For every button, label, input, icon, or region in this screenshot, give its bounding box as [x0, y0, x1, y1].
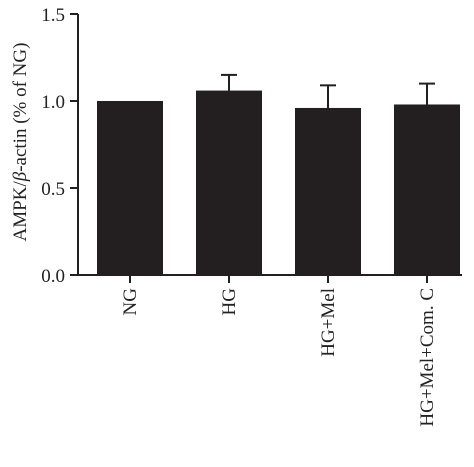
bar — [394, 104, 460, 275]
y-tick-label: 1.0 — [41, 92, 65, 113]
x-tick-label: HG+Mel+Com. C — [417, 288, 438, 427]
bar — [196, 90, 262, 275]
plot-area — [97, 73, 460, 276]
bar — [295, 107, 361, 276]
x-tick-label: HG+Mel — [318, 288, 339, 357]
y-axis: 0.0 0.5 1.0 1.5 — [41, 5, 79, 287]
y-tick-label: 0.0 — [41, 266, 65, 287]
x-tick-label: NG — [120, 288, 141, 316]
y-tick-label: 1.5 — [41, 5, 65, 26]
y-axis-label: AMPK/β-actin (% of NG) — [10, 43, 31, 242]
x-axis: NG HG HG+Mel HG+Mel+Com. C — [78, 274, 462, 427]
bar — [97, 101, 163, 275]
x-tick-label: HG — [219, 288, 240, 316]
y-tick-label: 0.5 — [41, 179, 65, 200]
